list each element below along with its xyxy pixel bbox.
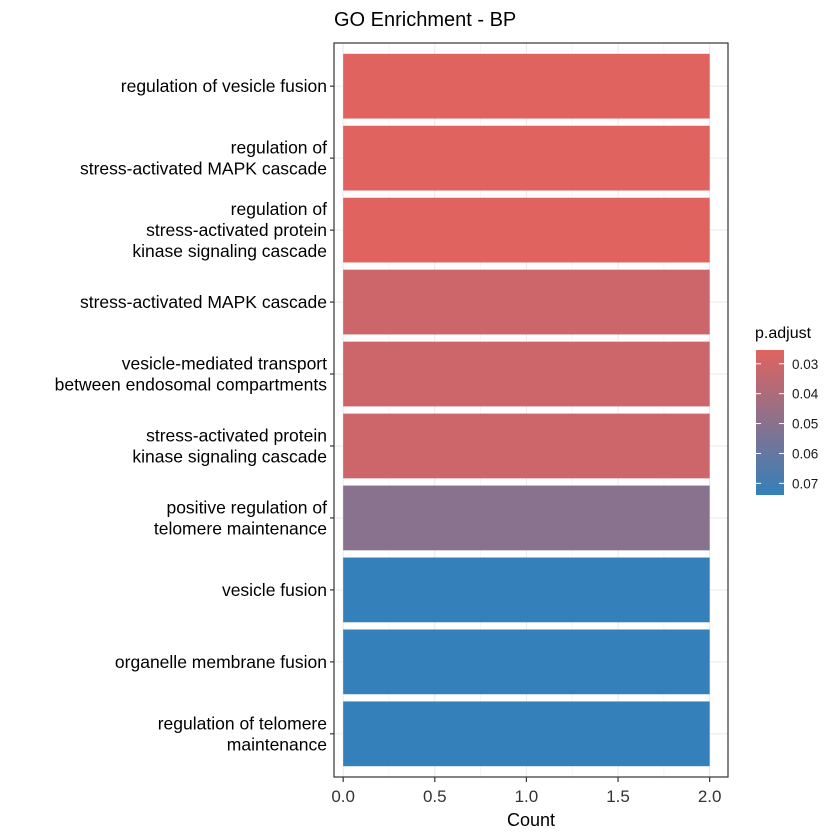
category-label: positive regulation of telomere maintenan… bbox=[154, 497, 327, 538]
category-label: stress-activated protein kinase signaling… bbox=[132, 425, 327, 466]
x-tick-label: 0.0 bbox=[331, 787, 355, 806]
legend-label: 0.05 bbox=[792, 417, 818, 432]
category-label: vesicle-mediated transport between endoso… bbox=[55, 354, 328, 395]
legend-label: 0.04 bbox=[792, 387, 819, 402]
legend-label: 0.03 bbox=[792, 357, 818, 372]
legend-label: 0.06 bbox=[792, 446, 818, 461]
bar bbox=[343, 413, 710, 479]
legend-ticks: 0.03 0.04 0.05 0.06 0.07 bbox=[756, 357, 819, 491]
bar bbox=[343, 269, 710, 335]
category-label: organelle membrane fusion bbox=[115, 652, 327, 672]
x-tick-label: 1.0 bbox=[515, 787, 539, 806]
bar bbox=[343, 485, 710, 551]
x-axis-ticks: 0.0 0.5 1.0 1.5 2.0 bbox=[331, 777, 721, 806]
legend-label: 0.07 bbox=[792, 476, 818, 491]
bar bbox=[343, 701, 710, 767]
legend-colorbar bbox=[756, 350, 784, 495]
category-label: stress-activated MAPK cascade bbox=[80, 292, 327, 312]
x-tick-label: 0.5 bbox=[423, 787, 447, 806]
category-label: regulation of stress-activated protein kin… bbox=[132, 199, 327, 261]
y-axis-labels: regulation of vesicle fusion regulation o… bbox=[55, 76, 334, 754]
bar bbox=[343, 341, 710, 407]
x-tick-label: 1.5 bbox=[606, 787, 630, 806]
plot-border bbox=[333, 42, 729, 778]
category-label: regulation of vesicle fusion bbox=[121, 76, 327, 96]
bar bbox=[343, 197, 710, 263]
chart-title: GO Enrichment - BP bbox=[334, 9, 516, 31]
legend: p.adjust 0.03 0.04 0.05 0.06 0.07 bbox=[755, 325, 819, 495]
category-label: regulation of telomere maintenance bbox=[158, 713, 327, 754]
bar bbox=[343, 557, 710, 623]
category-label: regulation of stress-activated MAPK casca… bbox=[80, 138, 327, 179]
bar bbox=[343, 125, 710, 191]
category-label: vesicle fusion bbox=[222, 580, 327, 600]
bar bbox=[343, 53, 710, 119]
bars bbox=[343, 53, 710, 767]
x-axis-label: Count bbox=[507, 810, 555, 830]
bar bbox=[343, 629, 710, 695]
legend-title: p.adjust bbox=[755, 325, 812, 342]
x-tick-label: 2.0 bbox=[698, 787, 722, 806]
